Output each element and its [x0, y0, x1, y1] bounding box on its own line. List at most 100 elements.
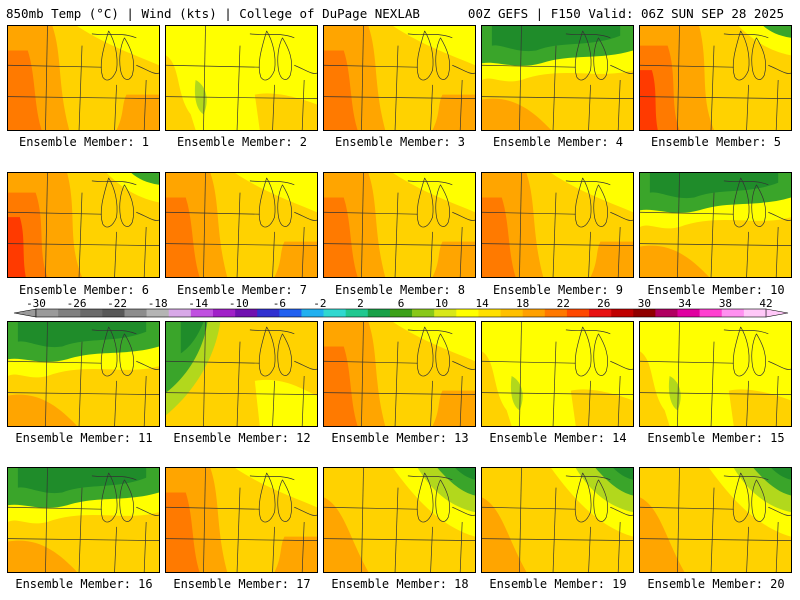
state-boundary: [301, 375, 305, 426]
temperature-shading: [640, 245, 710, 277]
state-boundary: [617, 521, 621, 572]
colorbar-tick-label: 10: [435, 297, 448, 310]
colorbar-swatch: [611, 309, 634, 317]
state-boundary: [482, 392, 633, 395]
temperature-shading: [393, 173, 475, 213]
state-boundary: [8, 64, 102, 68]
colorbar-tick-label: -6: [273, 297, 286, 310]
ensemble-member-label: Ensemble Member: 10: [647, 283, 785, 297]
temperature-shading: [324, 50, 358, 130]
state-boundary: [640, 538, 791, 541]
state-boundary: [482, 538, 633, 541]
state-boundary: [677, 468, 680, 572]
state-boundary: [143, 521, 147, 572]
state-boundary: [8, 96, 159, 99]
ensemble-member-label: Ensemble Member: 14: [489, 431, 627, 445]
ensemble-member-label: Ensemble Member: 12: [173, 431, 311, 445]
state-boundary: [8, 392, 159, 395]
colorbar-tick-label: 14: [475, 297, 489, 310]
state-boundary: [136, 506, 159, 516]
state-boundary: [482, 360, 576, 364]
state-boundary: [751, 184, 766, 227]
state-boundary: [588, 526, 591, 572]
state-boundary: [459, 375, 463, 426]
state-boundary: [143, 375, 147, 426]
temperature-shading: [455, 468, 475, 480]
ensemble-map-18: [323, 467, 476, 573]
state-boundary: [166, 211, 260, 215]
ensemble-map-7: [165, 172, 318, 278]
temperature-shading: [17, 468, 147, 494]
state-boundary: [593, 479, 608, 522]
ensemble-map-8: [323, 172, 476, 278]
colorbar-tick-label: -22: [107, 297, 127, 310]
ensemble-map-14: [481, 321, 634, 427]
state-boundary: [249, 180, 295, 186]
ensemble-member-label: Ensemble Member: 16: [15, 577, 153, 591]
state-boundary: [166, 243, 317, 246]
state-boundary: [519, 322, 522, 426]
state-boundary: [294, 211, 317, 221]
state-boundary: [677, 173, 680, 277]
state-boundary: [91, 475, 137, 481]
temperature-shading: [728, 389, 791, 426]
state-boundary: [136, 64, 159, 74]
temperature-shading: [613, 468, 633, 480]
state-boundary: [119, 184, 134, 227]
temperature-shading: [166, 55, 196, 130]
temperature-shading: [763, 26, 791, 38]
state-boundary: [565, 329, 611, 335]
state-boundary: [324, 243, 475, 246]
colorbar-swatch: [655, 309, 678, 317]
state-boundary: [324, 211, 418, 215]
temperature-shading: [254, 379, 317, 426]
state-boundary: [272, 526, 275, 572]
state-boundary: [775, 521, 779, 572]
state-boundary: [78, 341, 83, 426]
temperature-shading: [570, 389, 633, 426]
state-boundary: [166, 506, 260, 510]
colorbar-tick-label: -14: [188, 297, 208, 310]
ensemble-member-label: Ensemble Member: 15: [647, 431, 785, 445]
ensemble-map-1: [7, 25, 160, 131]
state-boundary: [166, 360, 260, 364]
ensemble-map-15: [639, 321, 792, 427]
state-boundary: [324, 96, 475, 99]
state-boundary: [746, 526, 749, 572]
colorbar-tick-label: -10: [229, 297, 249, 310]
state-boundary: [565, 33, 611, 39]
temperature-shading: [491, 26, 621, 52]
ensemble-member-label: Ensemble Member: 19: [489, 577, 627, 591]
state-boundary: [394, 45, 399, 130]
state-boundary: [775, 226, 779, 277]
temperature-shading: [166, 197, 200, 277]
state-boundary: [746, 231, 749, 277]
colorbar-tick-label: 34: [678, 297, 692, 310]
state-boundary: [452, 360, 475, 370]
state-boundary: [452, 211, 475, 221]
state-boundary: [552, 192, 557, 277]
colorbar-swatch: [257, 309, 280, 317]
state-boundary: [361, 26, 364, 130]
ensemble-member-label: Ensemble Member: 20: [647, 577, 785, 591]
colorbar-swatch: [168, 309, 192, 317]
temperature-shading: [274, 536, 317, 572]
temperature-shading: [8, 217, 26, 277]
state-boundary: [482, 243, 633, 246]
colorbar-tick-label: -26: [67, 297, 87, 310]
state-boundary: [294, 506, 317, 516]
colorbar-swatch: [345, 309, 369, 317]
state-boundary: [324, 392, 475, 395]
state-boundary: [617, 375, 621, 426]
state-boundary: [482, 96, 633, 99]
state-boundary: [301, 79, 305, 130]
state-boundary: [203, 322, 206, 426]
state-boundary: [640, 392, 791, 395]
state-boundary: [394, 192, 399, 277]
state-boundary: [610, 211, 633, 221]
temperature-shading: [324, 197, 358, 277]
colorbar-swatch: [566, 309, 590, 317]
temperature-shading: [17, 322, 147, 348]
colorbar-tick-label: 6: [398, 297, 405, 310]
state-boundary: [258, 177, 276, 228]
